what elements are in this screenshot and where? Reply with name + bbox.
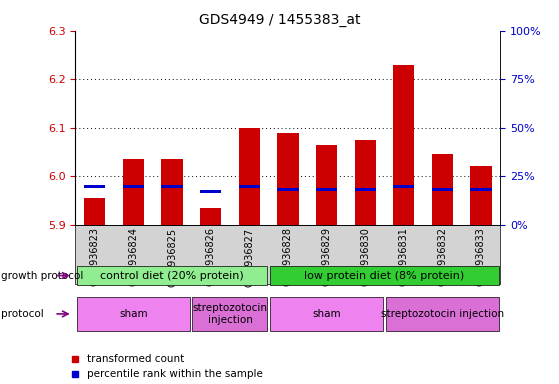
Bar [239,127,260,225]
Bar [316,188,337,191]
Text: transformed count: transformed count [87,354,184,364]
Bar [277,188,299,191]
Bar [354,188,376,191]
Text: protocol: protocol [1,309,44,319]
Bar [432,154,453,225]
Bar [354,140,376,225]
Text: sham: sham [119,309,148,319]
Bar [316,145,337,225]
Text: sham: sham [312,309,341,319]
Bar [200,208,221,225]
Text: growth protocol: growth protocol [1,270,83,281]
Bar [393,185,414,188]
Bar [123,185,144,188]
Text: percentile rank within the sample: percentile rank within the sample [87,369,263,379]
Bar [470,188,491,191]
Text: low protein diet (8% protein): low protein diet (8% protein) [304,270,465,281]
Bar [386,297,499,331]
Bar [432,188,453,191]
Bar [123,159,144,225]
Bar [270,297,383,331]
Text: streptozotocin
injection: streptozotocin injection [192,303,267,325]
Text: streptozotocin injection: streptozotocin injection [381,309,504,319]
Bar [270,266,499,285]
Bar [277,132,299,225]
Bar [470,167,491,225]
Bar [200,190,221,193]
Bar [77,266,267,285]
Bar [239,185,260,188]
Bar [162,185,183,188]
Bar [84,185,106,188]
Bar [162,159,183,225]
Bar [84,198,106,225]
Bar [393,65,414,225]
Text: GDS4949 / 1455383_at: GDS4949 / 1455383_at [199,13,360,27]
Bar [77,297,190,331]
Text: control diet (20% protein): control diet (20% protein) [100,270,244,281]
Bar [192,297,267,331]
